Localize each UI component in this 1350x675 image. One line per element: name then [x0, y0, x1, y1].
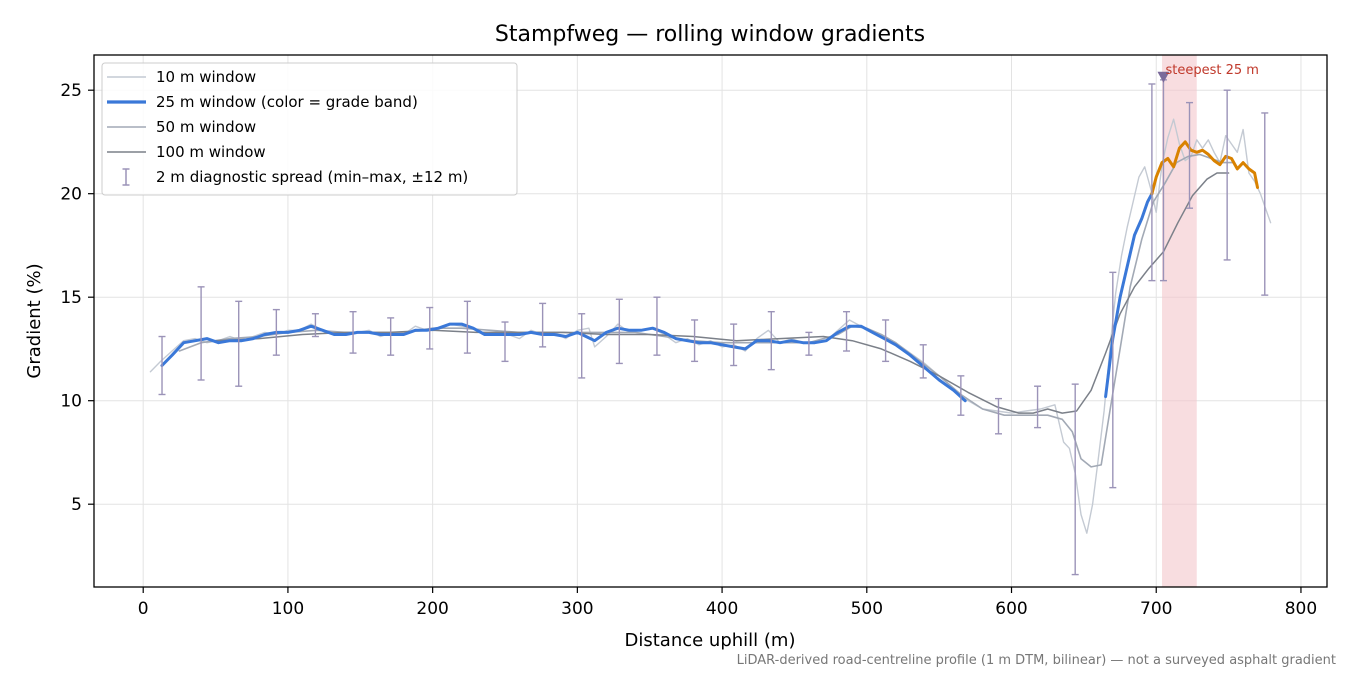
errorbar	[539, 302, 547, 348]
x-axis-ticks: 0 100 200 300 400 500 600 700 800	[138, 587, 1317, 619]
errorbar-layer	[158, 79, 1269, 576]
x-tick-label: 300	[561, 599, 593, 619]
legend-item: 50 m window	[107, 118, 256, 136]
errorbar	[349, 310, 357, 354]
errorbar	[805, 331, 813, 356]
y-tick-label: 25	[60, 81, 82, 101]
steepest-segment-band	[1162, 55, 1197, 587]
errorbar	[1109, 271, 1117, 489]
x-tick-label: 200	[416, 599, 448, 619]
errorbar	[730, 323, 738, 367]
errorbar	[501, 321, 509, 363]
legend-label: 100 m window	[156, 143, 266, 161]
errorbar	[615, 298, 623, 365]
y-tick-label: 15	[60, 288, 82, 308]
series-line	[1150, 140, 1259, 196]
x-tick-label: 700	[1140, 599, 1172, 619]
legend-label: 10 m window	[156, 68, 256, 86]
series-line	[160, 322, 967, 403]
y-axis-ticks: 5 10 15 20 25	[60, 81, 94, 515]
errorbar	[158, 335, 166, 396]
errorbar	[272, 308, 280, 356]
errorbar	[767, 310, 775, 371]
legend-label: 2 m diagnostic spread (min–max, ±12 m)	[156, 168, 468, 186]
errorbar	[578, 313, 586, 379]
x-tick-label: 500	[851, 599, 883, 619]
steepest-marker	[1157, 71, 1170, 83]
plot-frame	[93, 54, 1328, 588]
x-tick-label: 600	[995, 599, 1027, 619]
legend-label: 25 m window (color = grade band)	[156, 93, 418, 111]
errorbar	[919, 344, 927, 379]
y-axis-label: Gradient (%)	[24, 263, 45, 378]
errorbar	[235, 300, 243, 387]
legend-item: 2 m diagnostic spread (min–max, ±12 m)	[122, 168, 468, 186]
errorbar	[311, 313, 319, 338]
legend-label: 50 m window	[156, 118, 256, 136]
errorbar	[843, 310, 851, 352]
errorbar	[1223, 89, 1231, 261]
legend-item: 25 m window (color = grade band)	[107, 93, 418, 111]
errorbar	[1186, 101, 1194, 209]
errorbar	[426, 306, 434, 350]
x-tick-label: 0	[138, 599, 149, 619]
x-tick-label: 100	[272, 599, 304, 619]
y-tick-label: 20	[60, 185, 82, 205]
chart-title: Stampfweg — rolling window gradients	[495, 22, 925, 47]
y-tick-label: 5	[71, 495, 82, 515]
errorbar	[882, 319, 890, 363]
series-line	[1104, 192, 1154, 399]
footnote: LiDAR-derived road-centreline profile (1…	[737, 653, 1336, 668]
x-axis-label: Distance uphill (m)	[625, 630, 796, 651]
legend: 10 m window 25 m window (color = grade ba…	[101, 62, 518, 196]
errorbar	[197, 286, 205, 381]
steepest-label: steepest 25 m	[1165, 63, 1258, 78]
legend-box	[101, 62, 518, 196]
errorbar	[994, 397, 1002, 435]
errorbar	[387, 317, 395, 356]
series-layer	[149, 118, 1272, 534]
errorbar	[653, 296, 661, 356]
y-tick-label: 10	[60, 392, 82, 412]
legend-item: 100 m window	[107, 143, 266, 161]
x-tick-label: 400	[706, 599, 738, 619]
errorbar	[1148, 83, 1156, 282]
legend-item: 10 m window	[107, 68, 256, 86]
x-tick-label: 800	[1285, 599, 1317, 619]
series-line	[214, 172, 1230, 414]
errorbar	[957, 375, 965, 416]
errorbar	[1071, 383, 1079, 576]
errorbar	[691, 319, 699, 363]
errorbar	[1261, 112, 1269, 296]
errorbar	[1034, 385, 1042, 429]
errorbar	[463, 300, 471, 354]
